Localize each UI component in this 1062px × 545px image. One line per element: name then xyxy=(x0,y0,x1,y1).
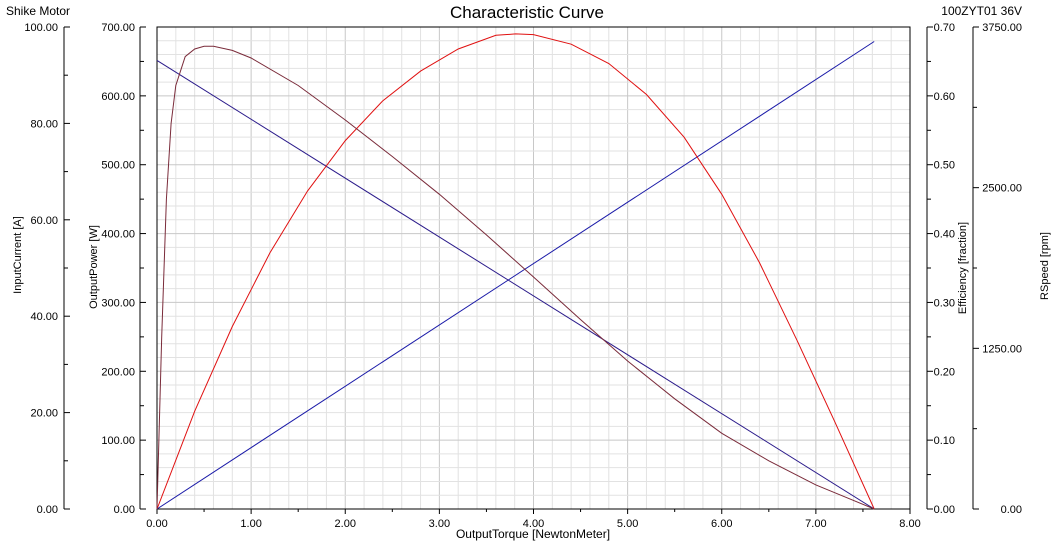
brand-label: Shike Motor xyxy=(6,4,70,18)
efficiency-tick-label: 0.30 xyxy=(934,297,955,309)
power-tick-label: 600.00 xyxy=(101,91,135,103)
current-tick-label: 0.00 xyxy=(37,504,58,516)
grid xyxy=(157,27,910,509)
efficiency-tick-label: 0.60 xyxy=(934,91,955,103)
efficiency-tick-label: 0.10 xyxy=(934,435,955,447)
current-axis-label: InputCurrent [A] xyxy=(12,216,24,294)
efficiency-tick-label: 0.00 xyxy=(934,504,955,516)
efficiency-tick-label: 0.70 xyxy=(934,22,955,34)
model-label: 100ZYT01 36V xyxy=(941,4,1022,18)
x-tick-label: 0.00 xyxy=(146,518,167,530)
x-tick-label: 3.00 xyxy=(429,518,450,530)
efficiency-tick-label: 0.50 xyxy=(934,160,955,172)
power-tick-label: 400.00 xyxy=(101,229,135,241)
power-axis-label: OutputPower [W] xyxy=(88,225,100,309)
x-tick-label: 6.00 xyxy=(711,518,732,530)
speed-axis-label: RSpeed [rpm] xyxy=(1039,232,1051,300)
x-tick-label: 7.00 xyxy=(805,518,826,530)
power-tick-label: 100.00 xyxy=(101,435,135,447)
power-tick-label: 700.00 xyxy=(101,22,135,34)
power-curve xyxy=(156,33,875,510)
chart-title: Characteristic Curve xyxy=(450,3,604,22)
current-tick-label: 20.00 xyxy=(30,408,58,420)
axes: 0.00 1.00 2.00 3.00 4.00 5.00 6.00 7.00 8.00 0.00… xyxy=(24,22,1022,530)
efficiency-tick-label: 0.20 xyxy=(934,366,955,378)
speed-tick-label: 0.00 xyxy=(1001,504,1022,516)
speed-tick-label: 1250.00 xyxy=(982,343,1022,355)
current-curve xyxy=(156,41,875,510)
speed-curve xyxy=(156,59,875,510)
current-tick-label: 60.00 xyxy=(30,215,58,227)
power-tick-label: 300.00 xyxy=(101,297,135,309)
speed-tick-label: 2500.00 xyxy=(982,183,1022,195)
current-tick-label: 100.00 xyxy=(24,22,58,34)
power-tick-label: 0.00 xyxy=(114,504,135,516)
current-tick-label: 40.00 xyxy=(30,311,58,323)
efficiency-axis-label: Efficiency [fraction] xyxy=(957,222,969,314)
power-tick-label: 500.00 xyxy=(101,160,135,172)
x-tick-label: 5.00 xyxy=(617,518,638,530)
x-tick-label: 2.00 xyxy=(335,518,356,530)
speed-tick-label: 3750.00 xyxy=(982,22,1022,34)
x-tick-label: 4.00 xyxy=(523,518,544,530)
efficiency-tick-label: 0.40 xyxy=(934,229,955,241)
power-tick-label: 200.00 xyxy=(101,366,135,378)
x-axis-label: OutputTorque [NewtonMeter] xyxy=(456,527,610,541)
x-tick-label: 1.00 xyxy=(240,518,261,530)
x-tick-label: 8.00 xyxy=(899,518,920,530)
series-group xyxy=(156,33,875,510)
efficiency-curve xyxy=(156,45,875,510)
current-tick-label: 80.00 xyxy=(30,118,58,130)
